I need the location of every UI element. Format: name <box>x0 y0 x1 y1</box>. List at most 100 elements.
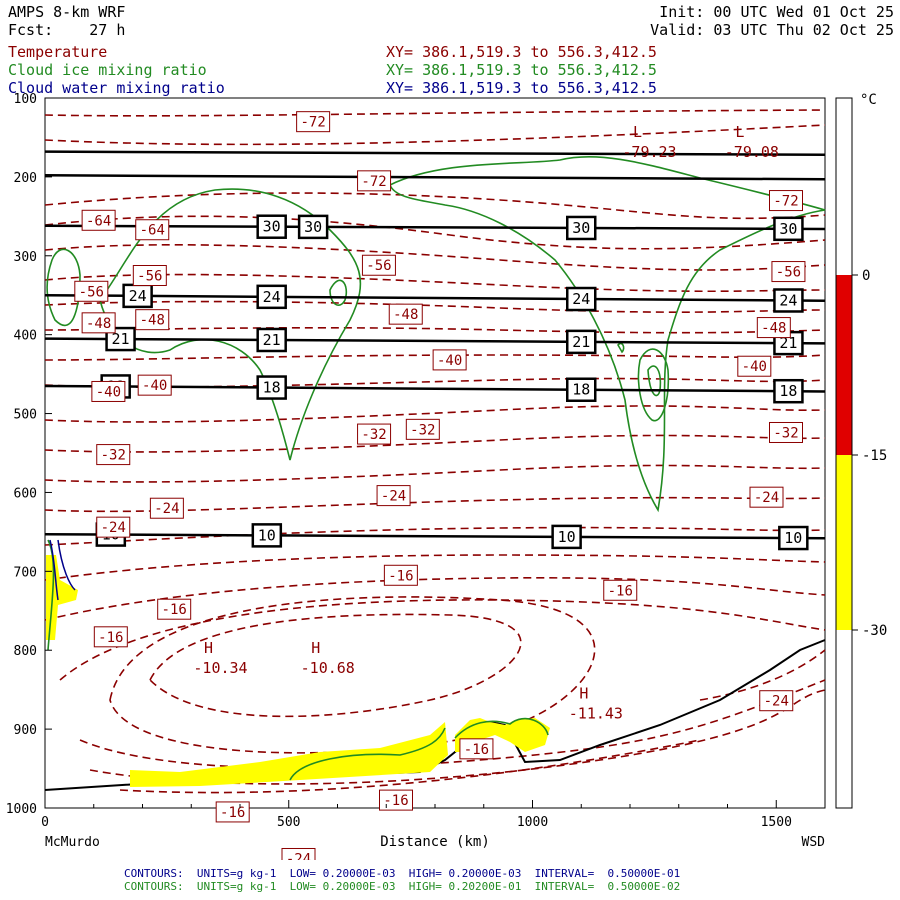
model-name: AMPS 8-km WRF <box>8 3 126 21</box>
temp-label-box <box>74 280 109 302</box>
plot-frame <box>44 97 826 809</box>
temp-label: -16 <box>388 568 413 584</box>
colorbar-tick-label: 0 <box>862 268 870 284</box>
xy-cloud-water: XY= 386.1,519.3 to 556.3,412.5 <box>386 79 657 97</box>
temp-label-box <box>737 355 772 377</box>
x-tick-label: 500 <box>277 815 300 830</box>
temp-label: -24 <box>286 851 311 860</box>
y-tick-label: 900 <box>14 723 37 738</box>
temp-label: -56 <box>137 269 162 285</box>
theta-line <box>44 174 826 181</box>
temp-label-box <box>137 374 172 396</box>
temp-label: -24 <box>754 490 779 506</box>
temp-label: -40 <box>742 359 767 375</box>
terrain-profile <box>44 639 826 791</box>
theta-label-box <box>256 375 287 400</box>
colorbar-tick-label: -15 <box>862 448 887 464</box>
theta-label: 18 <box>572 381 590 399</box>
temp-label-box <box>376 485 411 507</box>
theta-label-box <box>551 524 582 550</box>
temp-label-box <box>603 579 638 601</box>
temp-label-box <box>361 254 396 276</box>
theta-label-box <box>297 214 329 240</box>
extrema-layer: L -79.23 L -79.08 H -10.34 H -10.68 H -11.43 <box>193 123 779 723</box>
temperature-contours <box>44 109 826 794</box>
time-header: Init: 00 UTC Wed 01 Oct 25 Valid: 03 UTC… <box>650 3 894 39</box>
temp-label: -24 <box>154 501 179 517</box>
temp-label-box <box>749 486 784 508</box>
temp-label-box <box>357 423 392 445</box>
temp-label-box <box>81 209 116 231</box>
theta-label: 21 <box>112 330 130 348</box>
temp-label: -16 <box>464 742 489 758</box>
temp-label-box <box>132 265 167 286</box>
colorbar <box>835 97 853 809</box>
theta-label: 18 <box>263 379 281 397</box>
temp-label: -16 <box>608 583 633 599</box>
y-tick-label: 1000 <box>6 802 37 817</box>
temp-label: -24 <box>101 520 126 536</box>
temp-label: -24 <box>381 489 406 505</box>
theta-label: 10 <box>258 526 276 544</box>
xy-temperature: XY= 386.1,519.3 to 556.3,412.5 <box>386 43 657 61</box>
temp-label-box <box>215 801 250 823</box>
y-tick-label: 600 <box>14 486 37 501</box>
extremum-type: L <box>633 123 642 141</box>
theta-label-box <box>566 286 597 312</box>
field-cloud-ice: Cloud ice mixing ratio <box>8 61 207 79</box>
extremum-value: -79.23 <box>622 143 676 161</box>
temp-label-box <box>771 261 806 283</box>
temp-label-box <box>135 219 170 241</box>
theta-label: 10 <box>784 529 802 547</box>
temp-label-box <box>96 516 131 538</box>
temp-label-box <box>81 312 116 334</box>
extremum-value: -10.68 <box>301 659 355 677</box>
extremum-type: L <box>735 123 744 141</box>
valid-time: Valid: 03 UTC Thu 02 Oct 25 <box>650 21 894 39</box>
temp-label-box <box>769 190 803 212</box>
temp-label: -40 <box>437 353 462 369</box>
theta-label: 30 <box>263 218 281 236</box>
temp-label: -48 <box>86 316 111 332</box>
theta-label: 30 <box>779 220 797 238</box>
theta-label-box <box>773 288 804 313</box>
forecast-hour: Fcst: 27 h <box>8 21 126 39</box>
temp-label-box <box>388 303 423 325</box>
temp-label-box <box>432 349 467 371</box>
field-temperature: Temperature <box>8 43 108 61</box>
temp-label: -32 <box>410 422 435 438</box>
theta-label-box <box>566 329 597 355</box>
temp-label: -56 <box>79 284 104 300</box>
y-tick-label: 300 <box>14 250 37 265</box>
temp-label: -16 <box>383 793 408 809</box>
temp-label-box <box>296 111 331 133</box>
theta-label-box <box>105 326 136 352</box>
theta-label: 21 <box>779 334 797 352</box>
x-end-label: WSD <box>802 835 826 850</box>
temp-label: -48 <box>140 313 165 329</box>
temp-label: -40 <box>96 384 121 400</box>
temp-label-box <box>357 170 392 192</box>
temp-label: -16 <box>98 630 123 646</box>
temp-label: -48 <box>761 321 786 337</box>
cross-section-chart: 3030303024242424212121211818181810101010… <box>6 92 888 860</box>
temp-label-box <box>96 444 131 466</box>
temp-label-box <box>769 421 803 443</box>
temp-label: -16 <box>162 602 187 618</box>
temp-label: -72 <box>300 115 325 131</box>
y-tick-label: 500 <box>14 408 37 423</box>
y-tick-label: 100 <box>14 92 37 107</box>
extremum-value: -11.43 <box>569 705 623 723</box>
x-start-label: McMurdo <box>45 835 100 850</box>
theta-line-18 <box>44 384 826 393</box>
extremum-value: -10.34 <box>193 659 247 677</box>
temp-label: -32 <box>361 427 386 443</box>
theta-label-box <box>566 215 597 241</box>
theta-line-21 <box>44 337 826 345</box>
temp-label: -72 <box>361 174 386 190</box>
temp-label-box <box>383 564 418 586</box>
temp-label-box <box>149 497 184 519</box>
theta-label: 18 <box>779 382 797 400</box>
colorbar-tick-label: -30 <box>862 623 887 639</box>
